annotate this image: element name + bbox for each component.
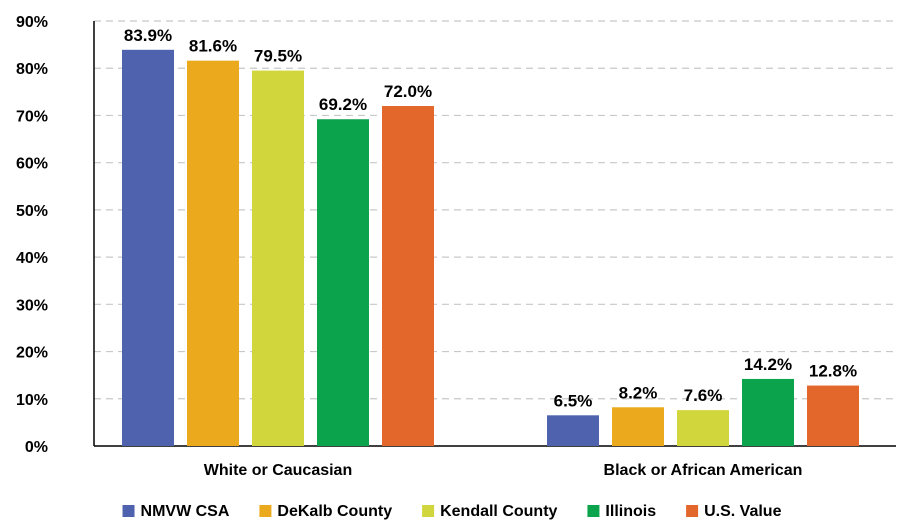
data-label: 69.2% (319, 95, 367, 114)
legend-label: NMVW CSA (141, 503, 230, 520)
legend-swatch (259, 505, 272, 517)
data-label: 8.2% (619, 383, 658, 402)
bar-2-1 (187, 60, 239, 447)
y-tick-label: 70% (16, 108, 48, 125)
bar-5-1 (382, 106, 434, 446)
data-label: 81.6% (189, 37, 237, 56)
data-label: 7.6% (684, 386, 723, 405)
legend-item: NMVW CSA (122, 503, 230, 520)
legend: NMVW CSA DeKalb County Kendall County Illin… (122, 503, 782, 520)
x-category-label: Black or African American (604, 462, 803, 479)
bar-3-2 (677, 410, 729, 446)
data-labels: 83.9% 81.6% 79.5% 69.2% 72.0% 6.5% 8.2% 7.6% 14.… (124, 26, 857, 410)
legend-swatch (587, 505, 600, 517)
data-label: 14.2% (744, 355, 792, 374)
legend-label: Illinois (605, 503, 656, 520)
legend-swatch (686, 505, 699, 517)
data-label: 6.5% (554, 391, 593, 410)
y-tick-label: 60% (16, 156, 48, 173)
bar-3-1 (252, 70, 304, 446)
y-tick-label: 90% (16, 14, 48, 31)
y-tick-label: 20% (16, 345, 48, 362)
y-tick-label: 80% (16, 61, 48, 78)
bar-1-2 (547, 415, 599, 446)
legend-item: DeKalb County (259, 503, 392, 520)
y-tick-label: 30% (16, 297, 48, 314)
bar-5-2 (807, 385, 859, 446)
bar-4-2 (742, 378, 794, 446)
bar-1-1 (122, 49, 174, 447)
legend-label: U.S. Value (704, 503, 781, 520)
data-label: 72.0% (384, 82, 432, 101)
bar-2-2 (612, 407, 664, 446)
legend-item: U.S. Value (686, 503, 782, 520)
x-category-label: White or Caucasian (204, 462, 352, 479)
legend-label: Kendall County (440, 503, 557, 520)
data-label: 12.8% (809, 362, 857, 381)
legend-item: Kendall County (422, 503, 558, 520)
data-label: 79.5% (254, 47, 302, 66)
legend-swatch (122, 505, 135, 517)
category-labels: White or Caucasian Black or African Ameri… (204, 462, 803, 479)
legend-item: Illinois (587, 503, 656, 520)
legend-swatch (422, 505, 435, 517)
y-tick-label: 0% (25, 439, 48, 456)
legend-label: DeKalb County (277, 503, 392, 520)
y-tick-label: 50% (16, 203, 48, 220)
data-label: 83.9% (124, 26, 172, 45)
y-tick-label: 40% (16, 250, 48, 267)
y-tick-label: 10% (16, 392, 48, 409)
bars (122, 49, 859, 447)
bar-4-1 (317, 119, 369, 446)
